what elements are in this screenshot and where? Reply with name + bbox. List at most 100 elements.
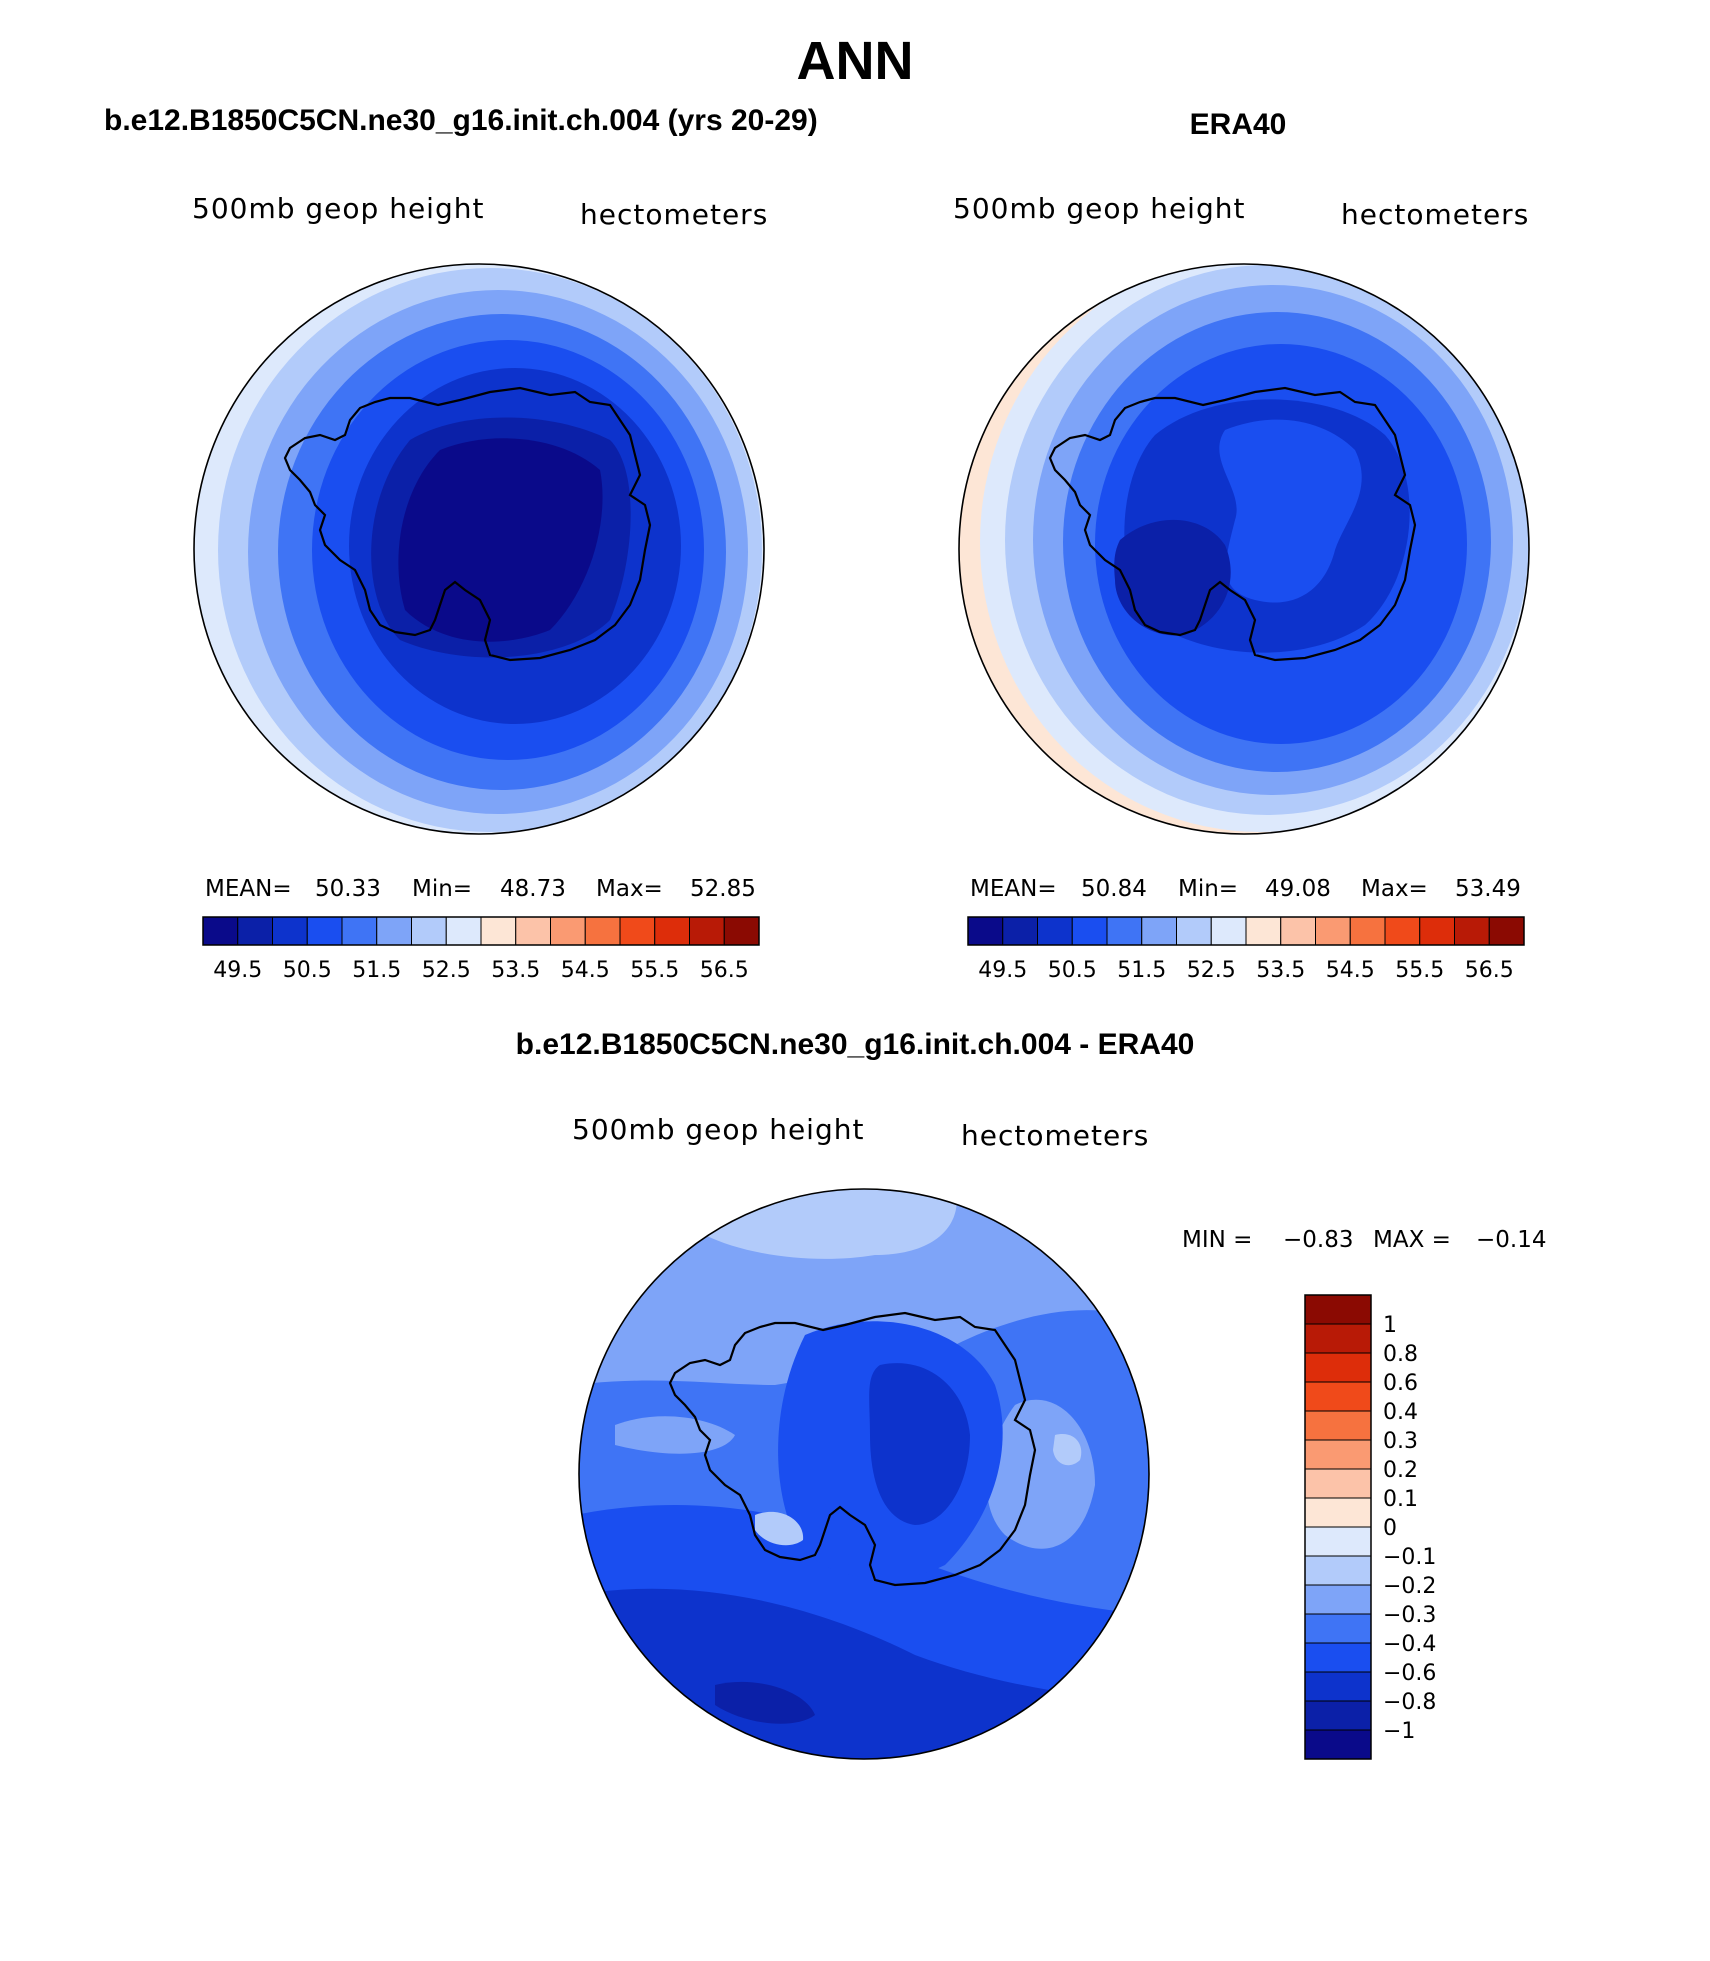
colorbar-swatch (1349, 916, 1386, 946)
colorbar-tick-label: 55.5 (630, 958, 679, 983)
colorbar-swatch (1304, 1584, 1372, 1615)
panel-1-mean-value: 50.33 (315, 876, 381, 902)
panel-2-mean-label: MEAN= (970, 876, 1057, 902)
contour-band (715, 1681, 815, 1724)
colorbar-swatch (1245, 916, 1282, 946)
colorbar-swatch (1037, 916, 1073, 946)
colorbar-swatch (1304, 1613, 1372, 1644)
panel-2-max-value: 53.49 (1455, 876, 1521, 902)
colorbar-tick-label: −1 (1383, 1719, 1415, 1744)
colorbar-tick-label: 0 (1383, 1516, 1397, 1541)
panel-3-min-label: MIN = (1182, 1227, 1253, 1253)
colorbar-tick-label: 0.4 (1383, 1400, 1418, 1425)
colorbar-swatch (550, 916, 586, 946)
panel-2-colorbar: 49.5 50.5 51.5 52.5 53.5 54.5 55.5 56.5 (967, 916, 1525, 983)
colorbar-swatch (1384, 916, 1421, 946)
panel-1-variable: 500mb geop height (192, 192, 485, 225)
panel-3-min-value: −0.83 (1283, 1227, 1354, 1253)
colorbar-swatch (1304, 1352, 1372, 1383)
colorbar-tick-label: 56.5 (1465, 958, 1514, 983)
colorbar-swatch (1210, 916, 1247, 946)
colorbar-swatch (376, 916, 412, 946)
colorbar-tick-label: 1 (1383, 1313, 1397, 1338)
contour-band (398, 438, 603, 642)
panel-3-max-label: MAX = (1373, 1227, 1451, 1253)
colorbar-tick-label: 49.5 (213, 958, 262, 983)
colorbar-swatch (1141, 916, 1177, 946)
contour-band (1219, 419, 1362, 603)
colorbar-frame (1304, 1294, 1372, 1760)
contour-band (869, 1363, 970, 1525)
panel-2-variable: 500mb geop height (953, 192, 1246, 225)
colorbar-swatch (1304, 1381, 1372, 1412)
panel-1-mean-label: MEAN= (205, 876, 292, 902)
map-boundary (958, 263, 1530, 835)
colorbar-tick-label: 50.5 (283, 958, 332, 983)
colorbar-swatch (689, 916, 725, 946)
panel-2-map (958, 263, 1530, 835)
colorbar-swatch (1454, 916, 1490, 946)
colorbar-swatch (1304, 1642, 1372, 1673)
panel-1-units: hectometers (580, 198, 769, 231)
colorbar-swatch (1315, 916, 1351, 946)
colorbar-tick-label: 56.5 (700, 958, 749, 983)
colorbar-tick-label: 53.5 (1256, 958, 1305, 983)
contour-band (615, 1416, 735, 1454)
colorbar-swatch (1304, 1729, 1372, 1760)
colorbar-tick-label: −0.1 (1383, 1545, 1436, 1570)
panel-3-variable: 500mb geop height (572, 1113, 865, 1146)
panel-3-title: b.e12.B1850C5CN.ne30_g16.init.ch.004 - E… (515, 1028, 1195, 1061)
panel-2-units: hectometers (1341, 198, 1530, 231)
colorbar-swatch (1304, 1497, 1372, 1528)
colorbar-swatch (480, 916, 517, 946)
panel-1-colorbar: 49.5 50.5 51.5 52.5 53.5 54.5 55.5 56.5 (202, 916, 760, 983)
map-boundary (578, 1188, 1150, 1760)
panel-2-max-label: Max= (1361, 876, 1428, 902)
panel-3-colorbar: 1 0.8 0.6 0.4 0.3 0.2 0.1 0 −0.1 −0.2 −0.3 −0.4 −0.6… (1304, 1294, 1436, 1760)
panel-3-units: hectometers (961, 1119, 1150, 1152)
colorbar-swatch (202, 916, 239, 946)
colorbar-tick-label: 54.5 (561, 958, 610, 983)
colorbar-tick-label: 55.5 (1395, 958, 1444, 983)
colorbar-swatch (1304, 1671, 1372, 1702)
colorbar-tick-label: 53.5 (491, 958, 540, 983)
colorbar-tick-label: 0.1 (1383, 1487, 1418, 1512)
colorbar-tick-label: −0.8 (1383, 1690, 1436, 1715)
colorbar-tick-label: −0.4 (1383, 1632, 1436, 1657)
contour-band (1114, 519, 1231, 636)
colorbar-tick-label: 50.5 (1048, 958, 1097, 983)
colorbar-tick-label: 49.5 (978, 958, 1027, 983)
panel-1-title: b.e12.B1850C5CN.ne30_g16.init.ch.004 (yr… (104, 104, 818, 137)
colorbar-swatch (1304, 1700, 1372, 1731)
colorbar-swatch (1106, 916, 1143, 946)
colorbar-tick-label: 51.5 (352, 958, 401, 983)
colorbar-frame (202, 916, 760, 946)
panel-2-mean-value: 50.84 (1081, 876, 1147, 902)
colorbar-swatch (237, 916, 273, 946)
colorbar-tick-label: 0.2 (1383, 1458, 1418, 1483)
figure-title: ANN (796, 31, 914, 91)
colorbar-swatch (1002, 916, 1038, 946)
colorbar-swatch (272, 916, 308, 946)
panel-2-min-value: 49.08 (1265, 876, 1331, 902)
colorbar-swatch (1304, 1323, 1372, 1354)
colorbar-swatch (1488, 916, 1525, 946)
colorbar-tick-label: 54.5 (1326, 958, 1375, 983)
colorbar-swatch (1176, 916, 1212, 946)
colorbar-swatch (654, 916, 690, 946)
colorbar-swatch (306, 916, 343, 946)
colorbar-swatch (619, 916, 656, 946)
colorbar-tick-label: 52.5 (1187, 958, 1236, 983)
colorbar-tick-label: 51.5 (1117, 958, 1166, 983)
contour-band (755, 1511, 804, 1546)
colorbar-tick-label: −0.2 (1383, 1574, 1436, 1599)
colorbar-tick-label: 0.6 (1383, 1371, 1418, 1396)
map-boundary (193, 263, 765, 835)
panel-1-min-label: Min= (412, 876, 473, 902)
panel-3-map (578, 1188, 1150, 1760)
panel-2-title: ERA40 (1189, 108, 1287, 141)
colorbar-swatch (1280, 916, 1316, 946)
colorbar-swatch (1419, 916, 1455, 946)
colorbar-swatch (1071, 916, 1108, 946)
colorbar-swatch (1304, 1526, 1372, 1557)
